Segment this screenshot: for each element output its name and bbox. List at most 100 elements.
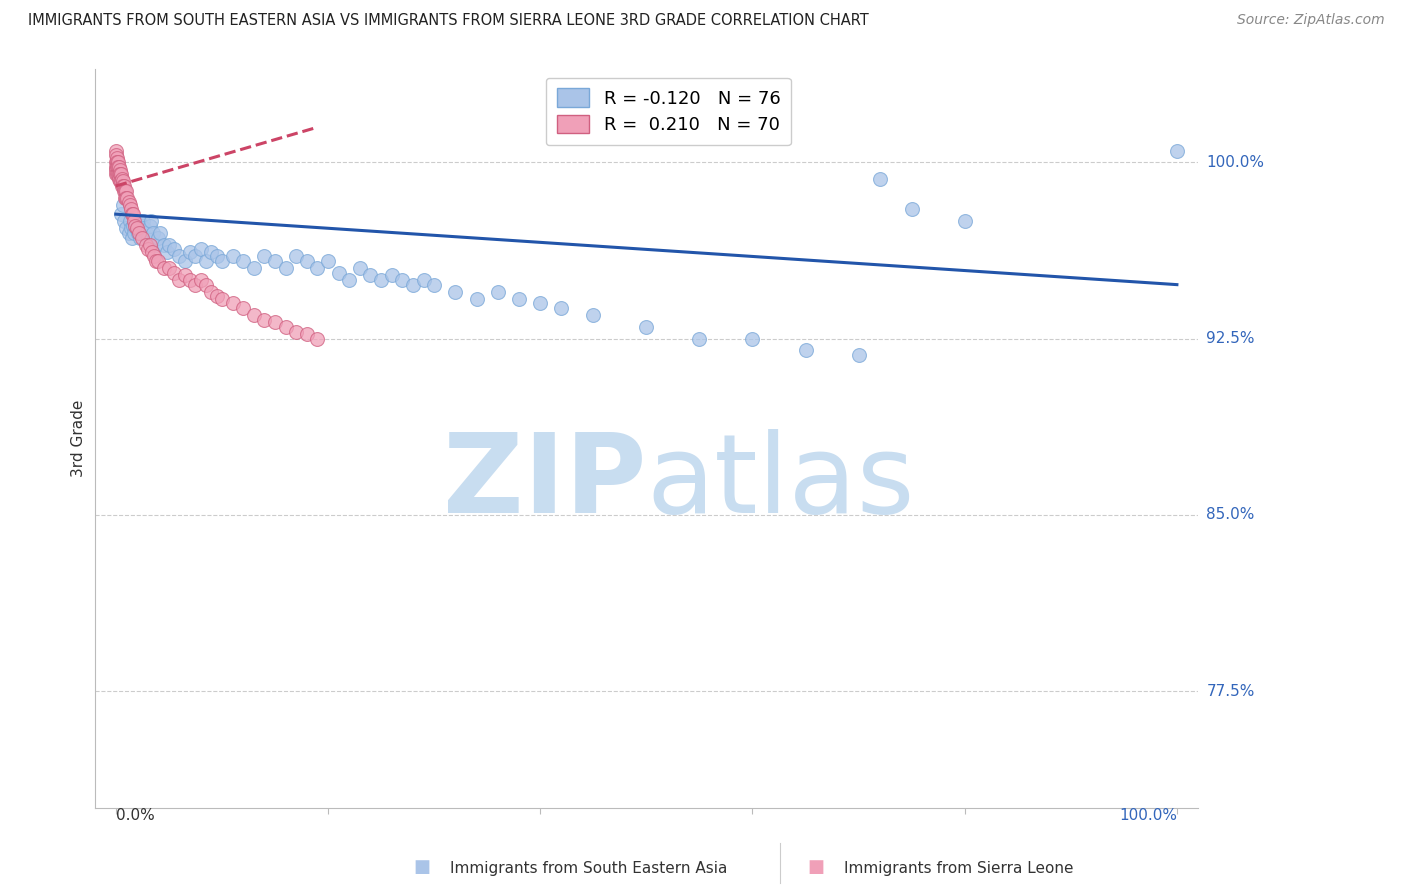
Point <box>108 167 131 181</box>
Point <box>141 244 163 259</box>
Point <box>232 254 254 268</box>
Point <box>124 219 146 233</box>
Point <box>232 301 254 315</box>
Point <box>105 160 128 174</box>
Point <box>139 237 162 252</box>
Text: 77.5%: 77.5% <box>1206 683 1254 698</box>
Point <box>190 273 212 287</box>
Point <box>285 249 308 263</box>
Point <box>128 214 150 228</box>
Text: Source: ZipAtlas.com: Source: ZipAtlas.com <box>1237 13 1385 28</box>
Point <box>145 237 167 252</box>
Point <box>156 244 179 259</box>
Point <box>125 221 148 235</box>
Point <box>328 266 350 280</box>
Point <box>121 207 143 221</box>
Point <box>157 237 180 252</box>
Point <box>550 301 572 315</box>
Point <box>391 273 413 287</box>
Point <box>139 219 162 233</box>
Point <box>179 273 201 287</box>
Point <box>104 148 127 162</box>
Point <box>129 230 152 244</box>
Point <box>112 174 135 188</box>
Point <box>139 214 162 228</box>
Point <box>145 254 167 268</box>
Point <box>117 191 139 205</box>
Point <box>152 261 174 276</box>
Point <box>108 172 131 186</box>
Point <box>118 198 141 212</box>
Point <box>104 162 127 177</box>
Point <box>149 226 172 240</box>
Point <box>285 325 308 339</box>
Point <box>794 343 817 358</box>
Point <box>869 172 891 186</box>
Y-axis label: 3rd Grade: 3rd Grade <box>72 400 86 477</box>
Point <box>110 207 132 221</box>
Point <box>143 249 166 263</box>
Point <box>112 184 135 198</box>
Point <box>264 254 287 268</box>
Point <box>423 277 446 292</box>
Text: atlas: atlas <box>647 429 915 536</box>
Point <box>104 160 127 174</box>
Point <box>136 243 159 257</box>
Point <box>107 160 129 174</box>
Text: 100.0%: 100.0% <box>1206 155 1264 170</box>
Point <box>211 254 233 268</box>
Point <box>316 254 339 268</box>
Point <box>128 226 150 240</box>
Point <box>121 219 143 233</box>
Point <box>107 155 129 169</box>
Point <box>120 202 142 217</box>
Point <box>337 273 360 287</box>
Point <box>900 202 922 217</box>
Text: 85.0%: 85.0% <box>1206 508 1254 523</box>
Point <box>122 214 145 228</box>
Point <box>636 320 658 334</box>
Point <box>195 277 218 292</box>
Point <box>125 221 148 235</box>
Point <box>221 296 243 310</box>
Point <box>274 320 297 334</box>
Point <box>112 214 135 228</box>
Point <box>200 285 222 299</box>
Point <box>253 313 276 327</box>
Point <box>110 174 132 188</box>
Point <box>295 326 318 341</box>
Point <box>132 214 155 228</box>
Point <box>349 261 371 276</box>
Point <box>118 214 141 228</box>
Point <box>134 237 156 252</box>
Point <box>112 198 135 212</box>
Point <box>264 315 287 329</box>
Point <box>131 219 153 233</box>
Point <box>131 230 153 244</box>
Point <box>104 144 127 158</box>
Point <box>114 184 136 198</box>
Point <box>117 195 139 210</box>
Point <box>307 332 329 346</box>
Point <box>169 249 191 263</box>
Legend: R = -0.120   N = 76, R =  0.210   N = 70: R = -0.120 N = 76, R = 0.210 N = 70 <box>546 78 792 145</box>
Point <box>115 191 138 205</box>
Point <box>184 249 207 263</box>
Point <box>688 332 710 346</box>
Text: ■: ■ <box>807 858 824 876</box>
Point <box>200 244 222 259</box>
Point <box>134 221 156 235</box>
Point <box>111 178 134 193</box>
Point <box>402 277 425 292</box>
Point <box>152 237 174 252</box>
Point <box>242 308 264 322</box>
Point <box>125 219 148 233</box>
Point <box>112 178 135 193</box>
Point <box>115 184 138 198</box>
Point <box>295 254 318 268</box>
Point <box>148 254 170 268</box>
Point <box>105 167 128 181</box>
Text: ■: ■ <box>413 858 430 876</box>
Point <box>163 243 186 257</box>
Point <box>112 178 135 193</box>
